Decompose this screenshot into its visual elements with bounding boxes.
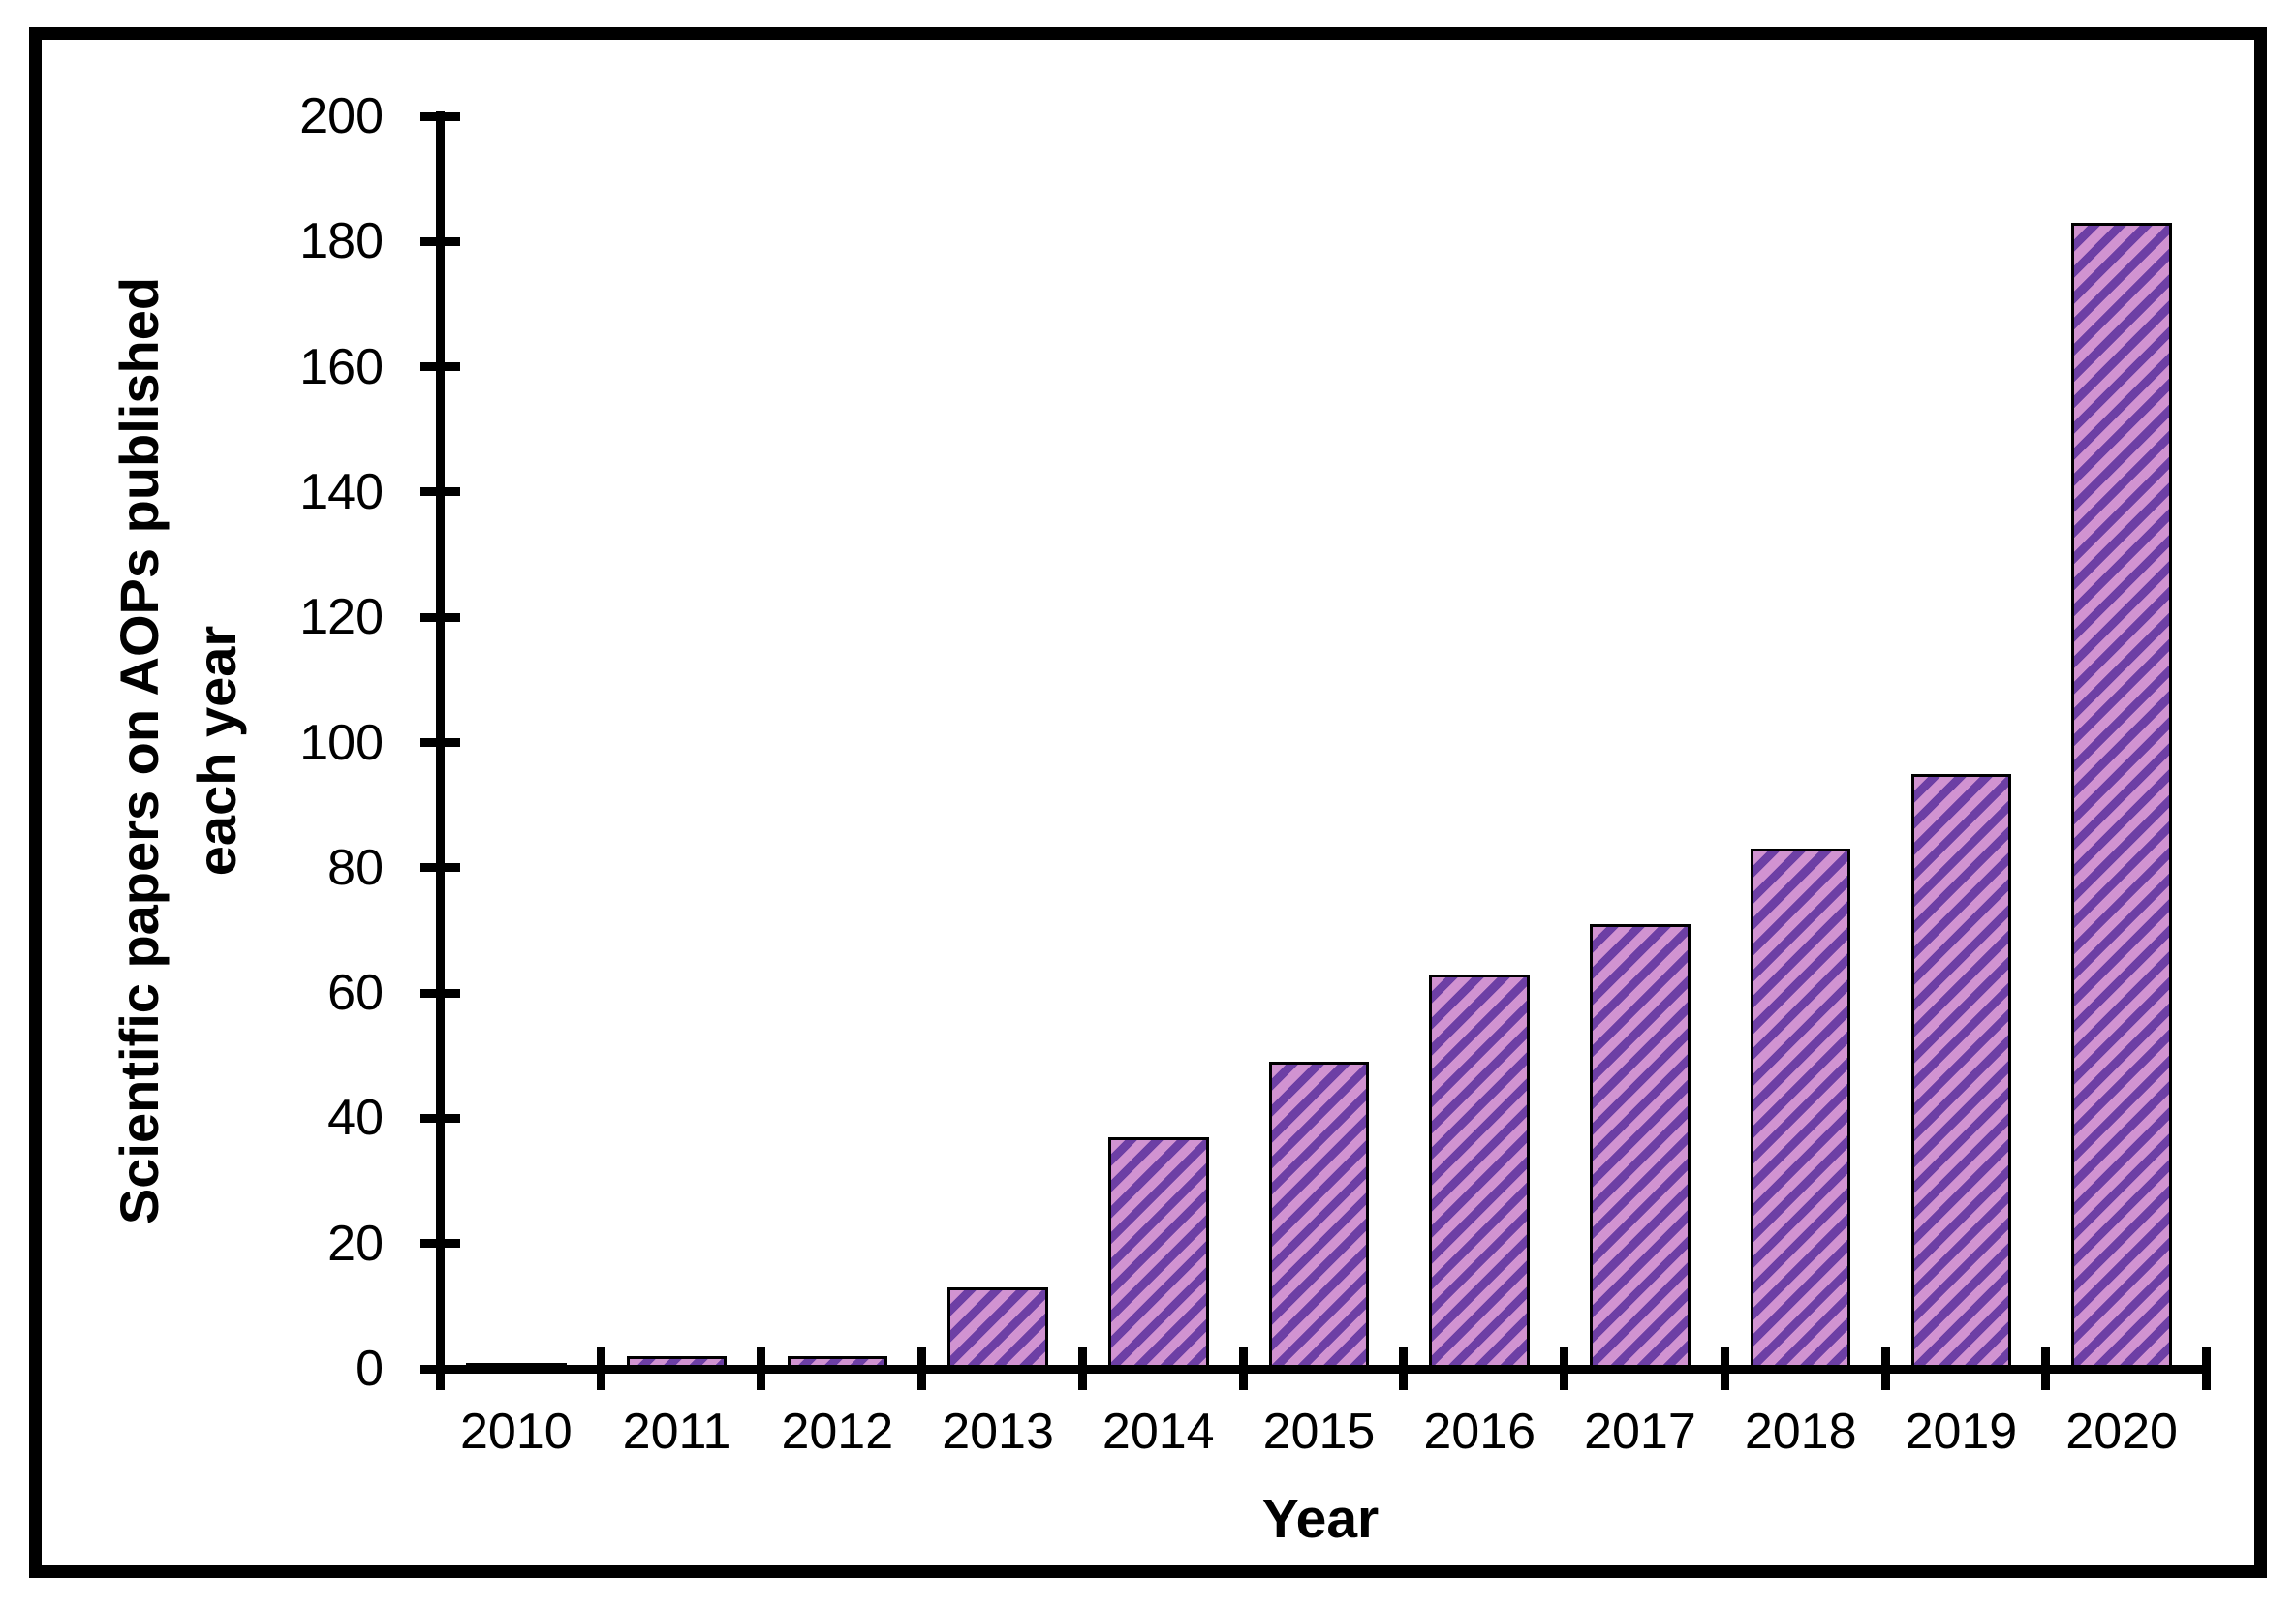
- y-tick-mark: [420, 863, 460, 873]
- bar-2016: [1429, 974, 1531, 1369]
- x-tick-mark: [596, 1347, 605, 1390]
- x-tick-label-2012: 2012: [781, 1404, 894, 1460]
- x-axis-line: [436, 1364, 2207, 1374]
- x-tick-mark: [1880, 1347, 1890, 1390]
- y-tick-mark: [420, 738, 460, 747]
- y-tick-label: 120: [299, 589, 384, 646]
- y-tick-mark: [420, 111, 460, 121]
- x-tick-label-2014: 2014: [1101, 1404, 1215, 1460]
- bar-2015: [1268, 1062, 1370, 1369]
- y-tick-label: 0: [356, 1341, 384, 1397]
- x-tick-label-2015: 2015: [1262, 1404, 1376, 1460]
- x-tick-mark: [1238, 1347, 1248, 1390]
- y-tick-label: 180: [299, 213, 384, 270]
- bar-2020: [2071, 222, 2172, 1369]
- y-tick-mark: [420, 487, 460, 497]
- x-tick-label-2019: 2019: [1905, 1404, 2018, 1460]
- x-tick-mark: [1720, 1347, 1729, 1390]
- y-tick-label: 140: [299, 463, 384, 520]
- y-tick-label: 160: [299, 338, 384, 395]
- y-tick-label: 200: [299, 88, 384, 144]
- y-tick-mark: [420, 988, 460, 998]
- x-tick-label-2018: 2018: [1744, 1404, 1857, 1460]
- y-tick-label: 100: [299, 714, 384, 771]
- figure-border: [29, 27, 2267, 1578]
- x-tick-label-2020: 2020: [2065, 1404, 2178, 1460]
- x-tick-mark: [2202, 1347, 2211, 1390]
- x-axis-title: Year: [1261, 1488, 1380, 1550]
- x-tick-label-2010: 2010: [460, 1404, 573, 1460]
- bar-2013: [947, 1286, 1048, 1369]
- y-tick-mark: [420, 1239, 460, 1249]
- x-tick-label-2013: 2013: [942, 1404, 1054, 1460]
- x-tick-mark: [757, 1347, 766, 1390]
- y-tick-label: 20: [327, 1215, 384, 1272]
- bar-2014: [1107, 1136, 1209, 1369]
- x-tick-label-2016: 2016: [1423, 1404, 1536, 1460]
- x-tick-mark: [2041, 1347, 2051, 1390]
- bar-2019: [1910, 773, 2012, 1369]
- y-tick-label: 60: [327, 965, 384, 1022]
- x-tick-mark: [1077, 1347, 1087, 1390]
- y-tick-label: 40: [327, 1090, 384, 1147]
- bar-2017: [1590, 923, 1691, 1369]
- x-tick-mark: [1399, 1347, 1409, 1390]
- bar-2018: [1750, 849, 1851, 1369]
- y-tick-mark: [420, 1113, 460, 1123]
- y-tick-mark: [420, 362, 460, 372]
- x-tick-mark: [917, 1347, 927, 1390]
- x-tick-label-2017: 2017: [1584, 1404, 1696, 1460]
- y-axis-line: [436, 111, 445, 1389]
- y-tick-label: 80: [327, 839, 384, 896]
- x-tick-mark: [436, 1347, 445, 1390]
- y-tick-mark: [420, 612, 460, 622]
- x-tick-label-2011: 2011: [622, 1404, 731, 1460]
- x-tick-mark: [1560, 1347, 1569, 1390]
- y-tick-mark: [420, 236, 460, 246]
